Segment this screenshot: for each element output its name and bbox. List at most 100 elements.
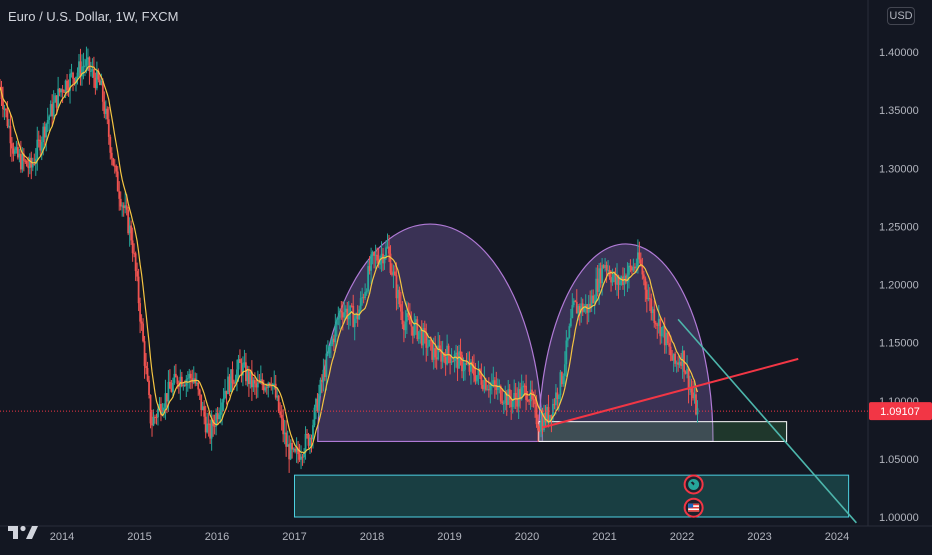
candle-body (361, 297, 364, 299)
candle-body (444, 357, 447, 365)
candle-body (559, 372, 562, 396)
candle-body (467, 362, 469, 364)
candle-body (250, 371, 253, 388)
candle-body (392, 271, 395, 275)
red-trend-line[interactable] (542, 357, 799, 429)
price-axis-tick-label: 1.15000 (879, 338, 919, 350)
candle-body (176, 377, 179, 385)
candle-body (376, 254, 378, 261)
candle-body (276, 395, 279, 398)
candle-body (662, 326, 665, 328)
candle-body (674, 353, 677, 364)
candle-body (692, 392, 694, 399)
candle-body (334, 324, 337, 343)
candle-body (352, 305, 355, 328)
candle-body (310, 437, 313, 440)
candle-body (604, 265, 606, 268)
candle-body (306, 433, 308, 435)
candle-body (90, 70, 92, 72)
candle-body (312, 425, 314, 440)
candle-body (628, 265, 630, 275)
candle-body (668, 343, 671, 347)
candle-body (487, 389, 490, 391)
candle-body (690, 386, 693, 393)
candle-body (340, 310, 343, 313)
candle-body (520, 387, 523, 400)
candle-body (186, 378, 189, 380)
candle-body (540, 419, 542, 432)
candle-body (25, 160, 28, 167)
candle-body (492, 380, 495, 385)
candle-body (355, 313, 358, 319)
candle-body (64, 80, 67, 93)
candle-body (510, 399, 513, 407)
candle-body (574, 300, 577, 302)
currency-button[interactable]: USD (887, 7, 915, 25)
candle-body (461, 355, 463, 372)
candle-body (678, 361, 681, 365)
candle-body (332, 338, 335, 343)
candle-body (72, 72, 74, 79)
candle-body (647, 298, 650, 300)
candle-body (219, 412, 222, 415)
candle-body (104, 108, 107, 114)
candle-body (227, 376, 229, 395)
candle-body (595, 278, 598, 301)
candle-body (659, 318, 662, 337)
arc-pattern-shape[interactable] (317, 223, 544, 443)
candle-body (237, 359, 240, 370)
tradingview-logo-icon[interactable] (6, 522, 40, 542)
candle-body (73, 78, 76, 84)
candle-body (210, 419, 213, 439)
candle-body (631, 267, 633, 271)
candle-body (675, 362, 678, 364)
moving-average-line (0, 65, 699, 455)
candle-body (362, 297, 365, 299)
candle-body (57, 88, 60, 108)
arc-pattern-shape[interactable] (538, 243, 714, 443)
candle-body (185, 379, 188, 386)
candle-body (565, 340, 568, 365)
candle-body (404, 321, 407, 331)
candle-body (686, 368, 688, 374)
candle-body (6, 110, 9, 126)
time-axis-tick-label: 2016 (205, 531, 229, 543)
candle-body (422, 328, 425, 346)
candle-body (264, 387, 267, 391)
candle-body (379, 258, 381, 265)
support-zone-box[interactable] (294, 474, 850, 518)
candle-body (45, 123, 48, 138)
candle-body (541, 419, 544, 431)
candle-body (578, 306, 581, 313)
candle-body (61, 89, 64, 92)
candle-body (170, 388, 173, 392)
candle-body (107, 119, 110, 137)
candle-body (54, 95, 57, 103)
candle-body (364, 292, 367, 299)
candle-body (484, 379, 487, 390)
candle-body (283, 432, 286, 435)
candle-body (435, 357, 438, 360)
candle-body (182, 384, 185, 387)
green-trend-line[interactable] (677, 318, 857, 524)
candle-body (695, 394, 697, 415)
candle-body (288, 444, 291, 460)
candle-body (589, 303, 592, 308)
candle-body (258, 382, 261, 384)
candle-body (79, 61, 82, 77)
candle-body (532, 399, 535, 401)
target-zone-box[interactable] (538, 421, 788, 442)
candle-body (213, 425, 216, 427)
candle-body (160, 403, 162, 415)
candle-body (636, 252, 639, 267)
candle-body (85, 59, 88, 66)
candle-body (28, 157, 31, 169)
price-axis-tick-label: 1.40000 (879, 47, 919, 59)
candle-body (538, 430, 541, 432)
candle-body (224, 390, 226, 399)
candle-body (477, 369, 480, 376)
time-axis-tick-label: 2023 (747, 531, 771, 543)
candle-body (204, 416, 207, 433)
